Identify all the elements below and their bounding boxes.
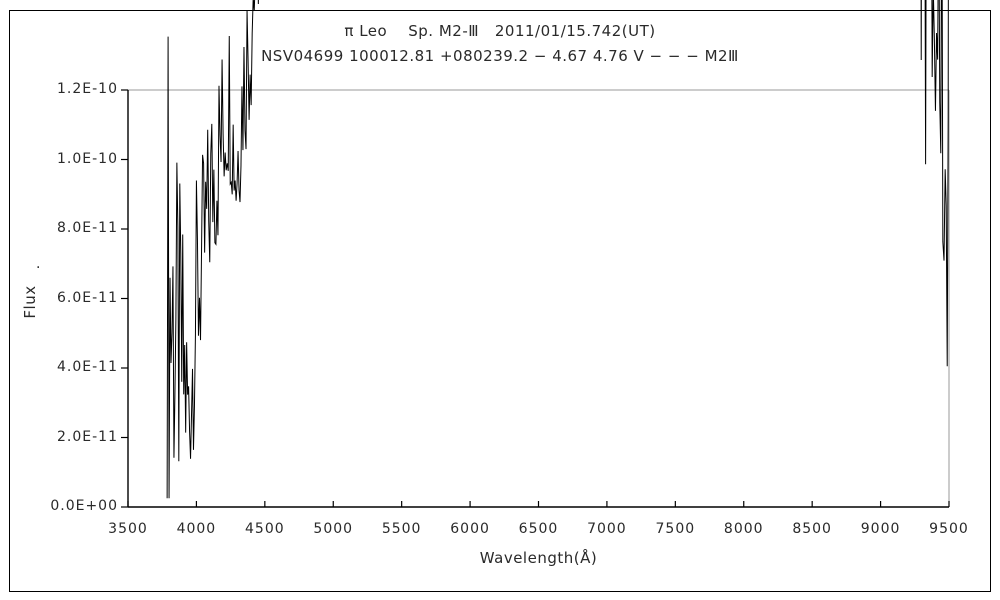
y-tick-label: 1.0E-10 (57, 150, 118, 167)
x-tick-label: 8000 (723, 521, 764, 537)
x-tick-label: 6500 (518, 521, 559, 537)
x-tick-label: 5000 (313, 521, 354, 537)
y-tick-label: 0.0E+00 (50, 498, 118, 514)
x-tick-label: 4500 (245, 521, 285, 537)
stray-dot-mark: . (36, 256, 41, 272)
x-tick-label: 3500 (108, 521, 148, 537)
y-tick-label: 6.0E-11 (57, 289, 118, 306)
chart-title: π Leo Sp. M2-Ⅲ 2011/01/15.742(UT) (344, 22, 656, 40)
figure-border (9, 10, 991, 592)
y-tick-label: 8.0E-11 (57, 220, 118, 236)
y-tick-label: 2.0E-11 (57, 428, 118, 445)
y-tick-label: 1.2E-10 (57, 81, 118, 97)
chart-subtitle: NSV04699 100012.81 +080239.2 − 4.67 4.76… (261, 47, 739, 65)
y-tick-label: 4.0E-11 (57, 359, 118, 375)
x-axis-title: Wavelength(Å) (479, 549, 598, 567)
x-tick-label: 6000 (450, 521, 490, 537)
x-tick-label: 4000 (176, 521, 217, 537)
x-tick-label: 8500 (792, 521, 832, 537)
x-tick-label: 9000 (860, 521, 901, 537)
spectrum-trace (166, 0, 949, 499)
x-tick-label: 9500 (929, 521, 969, 537)
x-tick-label: 5500 (381, 521, 422, 537)
x-tick-label: 7500 (655, 521, 696, 537)
x-tick-label: 7000 (587, 521, 627, 537)
